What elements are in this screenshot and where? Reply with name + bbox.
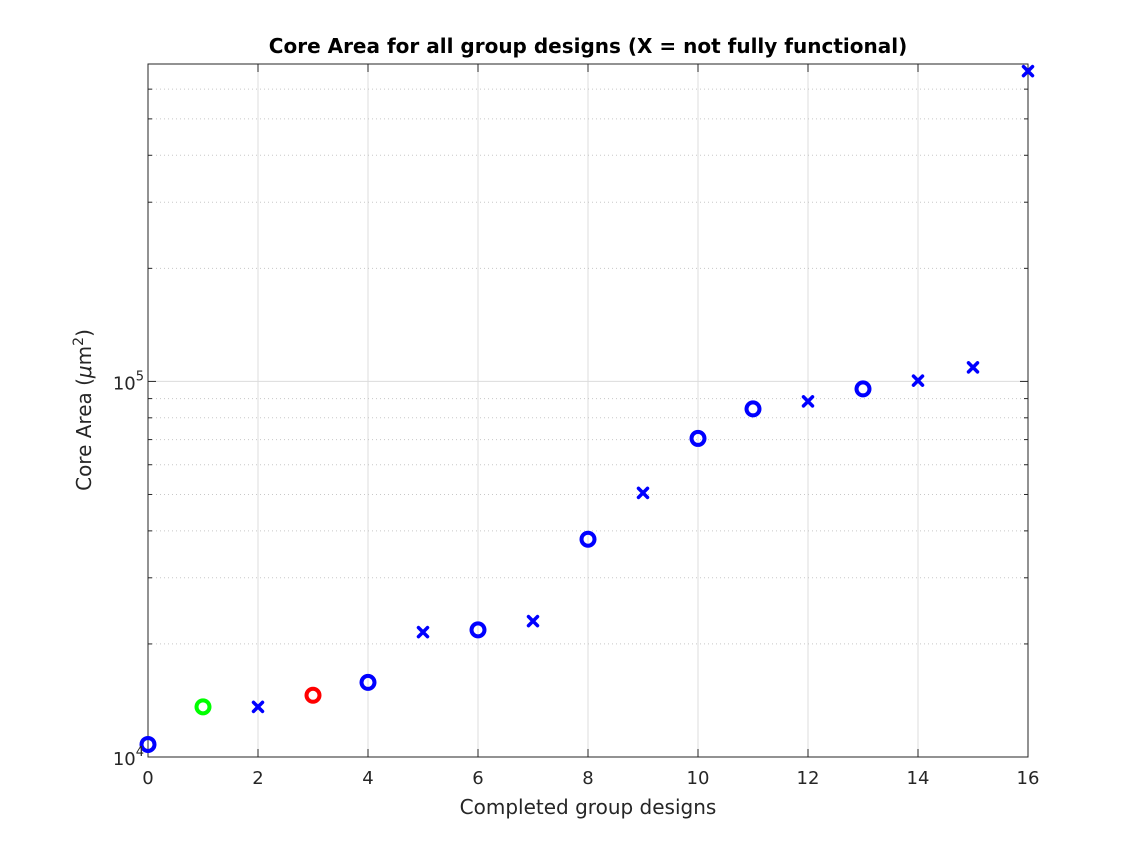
- x-tick-label: 0: [142, 768, 153, 789]
- x-marker: [1021, 64, 1035, 78]
- y-axis-label-unit: m: [72, 346, 96, 365]
- x-marker: [416, 625, 430, 639]
- circle-marker: [854, 380, 872, 398]
- x-tick-label: 14: [907, 768, 930, 789]
- circle-marker: [579, 530, 597, 548]
- x-marker-stroke: [801, 395, 815, 408]
- circle-marker: [139, 735, 157, 753]
- circle-marker: [689, 429, 707, 447]
- y-tick-label: 104: [113, 745, 144, 770]
- circle-marker: [469, 621, 487, 639]
- data-points: [139, 64, 1035, 753]
- x-marker-stroke: [966, 361, 980, 374]
- circle-marker: [359, 673, 377, 691]
- x-tick-label: 10: [687, 768, 710, 789]
- x-tick-label: 8: [582, 768, 593, 789]
- x-marker-stroke: [1021, 64, 1035, 78]
- x-marker-stroke: [526, 614, 540, 628]
- x-marker-stroke: [251, 700, 265, 714]
- x-axis-label: Completed group designs: [460, 795, 717, 819]
- y-tick-label-base: 10: [113, 373, 136, 394]
- y-axis-label-suffix: ): [72, 329, 96, 337]
- y-axis-label-mu: μ: [72, 365, 96, 379]
- x-tick-label: 2: [252, 768, 263, 789]
- y-tick-label: 105: [113, 369, 144, 394]
- circle-marker: [744, 400, 762, 418]
- x-marker: [636, 486, 650, 500]
- x-tick-label: 6: [472, 768, 483, 789]
- circle-marker: [194, 698, 212, 716]
- x-marker-stroke: [911, 374, 925, 387]
- y-tick-label-exponent: 5: [136, 369, 144, 384]
- x-marker: [526, 614, 540, 628]
- y-tick-label-exponent: 4: [136, 745, 144, 760]
- y-axis-label: Core Area (μm2): [71, 329, 96, 491]
- x-marker: [251, 700, 265, 714]
- x-marker: [966, 361, 980, 374]
- x-tick-label: 16: [1017, 768, 1040, 789]
- x-marker-stroke: [636, 486, 650, 500]
- chart-title: Core Area for all group designs (X = not…: [269, 34, 907, 58]
- x-tick-labels: 0 2 4 6 8 10 12 14 16: [142, 768, 1039, 789]
- y-axis-label-sup: 2: [71, 337, 87, 346]
- x-marker: [801, 395, 815, 408]
- x-tick-label: 4: [362, 768, 373, 789]
- y-axis-label-prefix: Core Area (: [72, 378, 96, 491]
- x-tick-label: 12: [797, 768, 820, 789]
- x-marker: [911, 374, 925, 387]
- x-marker-stroke: [416, 625, 430, 639]
- plot-area-frame: [147, 63, 1029, 758]
- y-tick-label-base: 10: [113, 749, 136, 770]
- circle-marker: [304, 686, 322, 704]
